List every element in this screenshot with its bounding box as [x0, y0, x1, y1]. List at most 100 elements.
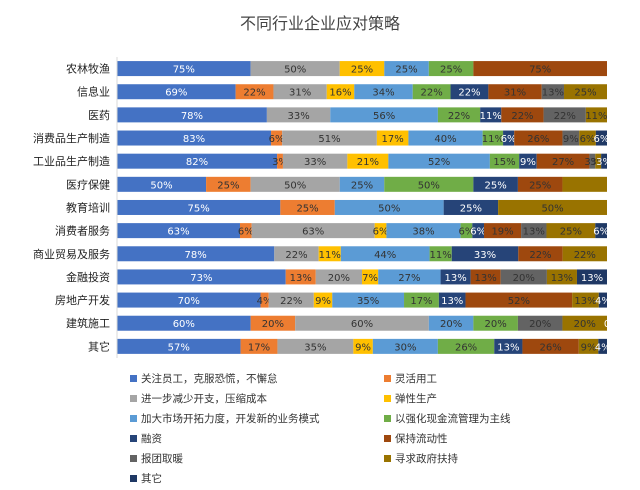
legend-swatch [384, 415, 391, 422]
bar-segment [460, 223, 473, 239]
category-label: 消费品生产制造 [33, 131, 110, 145]
data-label: 15% [493, 157, 515, 168]
bar-segment [117, 223, 240, 239]
bar-segment [117, 61, 251, 77]
data-label: 9% [355, 342, 371, 353]
data-label: 50% [284, 65, 306, 76]
bar-segment [277, 153, 283, 169]
bar-segment [443, 199, 499, 215]
bar-segment [315, 269, 362, 285]
data-label: 11% [482, 134, 504, 145]
data-label: 13% [497, 342, 519, 353]
bar-segment [562, 315, 607, 331]
bar-segment [384, 176, 474, 192]
bar-segment [384, 61, 429, 77]
data-label: 25% [217, 180, 239, 191]
bar-segment [117, 292, 261, 308]
data-label: 17% [382, 134, 404, 145]
data-label: 78% [181, 111, 203, 122]
bar-segment [470, 269, 501, 285]
data-label: 27% [552, 157, 574, 168]
bar-segment [282, 130, 377, 146]
data-label: 17% [410, 296, 432, 307]
data-label: 33% [474, 250, 496, 261]
data-label: 9% [581, 342, 597, 353]
bar-segment [522, 338, 579, 354]
bar-segment [473, 176, 518, 192]
bar-segment [518, 246, 563, 262]
bar-segment [386, 223, 461, 239]
bar-segment [239, 223, 252, 239]
data-label: 13% [441, 296, 463, 307]
legend-swatch [130, 455, 137, 462]
data-label: 38% [412, 227, 434, 238]
data-label: 22% [285, 250, 307, 261]
bar-segment [598, 292, 607, 308]
bar-segment [489, 153, 520, 169]
data-label: 6% [593, 134, 609, 145]
bar-segment [437, 107, 481, 123]
data-label: 9% [520, 157, 536, 168]
data-label: 13% [551, 273, 573, 284]
bar-segment [339, 61, 385, 77]
legend-swatch [384, 375, 391, 382]
bar-segment [562, 176, 607, 192]
data-label: 63% [302, 227, 324, 238]
bar-segment [376, 130, 409, 146]
legend-entry: 其它 [141, 472, 162, 485]
data-label: 75% [173, 65, 195, 76]
data-label: 25% [395, 65, 417, 76]
data-label: 25% [296, 203, 318, 214]
data-label: 34% [372, 88, 394, 99]
data-label: 83% [183, 134, 205, 145]
data-label: 4% [595, 342, 611, 353]
bar-segment [318, 246, 341, 262]
data-label: 21% [357, 157, 379, 168]
data-label: 63% [167, 227, 189, 238]
data-label: 22% [458, 88, 480, 99]
data-label: 60% [351, 319, 373, 330]
category-label: 消费者服务 [55, 224, 110, 238]
bar-segment [388, 153, 490, 169]
data-label: 4% [595, 296, 611, 307]
legend-swatch [384, 395, 391, 402]
bar-segment [235, 84, 274, 100]
bar-segment [473, 61, 607, 77]
bar-segment [576, 269, 607, 285]
bar-segment [250, 61, 340, 77]
legend-entry: 弹性生产 [395, 392, 437, 405]
bar-segment [546, 223, 596, 239]
legend-entry: 保持流动性 [395, 432, 448, 445]
data-label: 3% [584, 157, 600, 168]
data-label: 6% [269, 134, 285, 145]
data-label: 16% [329, 88, 351, 99]
data-label: 3% [272, 157, 288, 168]
bar-segment [595, 153, 602, 169]
bar-segment [498, 199, 607, 215]
data-label: 25% [351, 180, 373, 191]
legend-entry: 以强化现金流管理为主线 [395, 412, 511, 425]
bar-segment [517, 315, 563, 331]
data-label: 25% [574, 88, 596, 99]
bar-segment [440, 269, 471, 285]
bar-segment [353, 338, 373, 354]
data-label: 19% [491, 227, 513, 238]
bar-segment [494, 338, 523, 354]
bar-segment [250, 315, 296, 331]
data-label: 22% [529, 250, 551, 261]
bar-segment [271, 130, 283, 146]
data-label: 25% [560, 227, 582, 238]
data-label: 27% [398, 273, 420, 284]
bar-segment [595, 223, 607, 239]
category-label: 农林牧渔 [66, 62, 110, 76]
data-label: 3% [596, 157, 612, 168]
data-label: 35% [357, 296, 379, 307]
data-label: 25% [485, 180, 507, 191]
data-label: 20% [513, 273, 535, 284]
data-label: 57% [168, 342, 190, 353]
data-label: 26% [455, 342, 477, 353]
bar-segment [362, 269, 379, 285]
data-label: 6% [501, 134, 517, 145]
data-label: 11% [319, 250, 341, 261]
data-label: 9% [563, 134, 579, 145]
